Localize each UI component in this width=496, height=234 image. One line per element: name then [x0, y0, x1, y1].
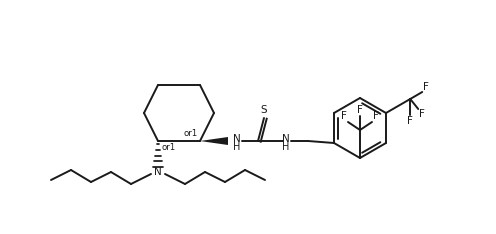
Text: H: H — [282, 142, 290, 152]
Text: F: F — [423, 82, 429, 92]
Text: N: N — [233, 134, 241, 144]
Text: N: N — [282, 134, 290, 144]
Text: N: N — [154, 167, 162, 177]
Text: F: F — [407, 116, 413, 126]
Text: or1: or1 — [161, 143, 175, 153]
Text: S: S — [261, 105, 267, 115]
Text: F: F — [419, 109, 425, 119]
Polygon shape — [200, 137, 228, 145]
Text: H: H — [233, 142, 241, 152]
Text: or1: or1 — [184, 128, 198, 138]
Text: F: F — [373, 111, 379, 121]
Text: F: F — [357, 105, 363, 115]
Text: F: F — [341, 111, 347, 121]
